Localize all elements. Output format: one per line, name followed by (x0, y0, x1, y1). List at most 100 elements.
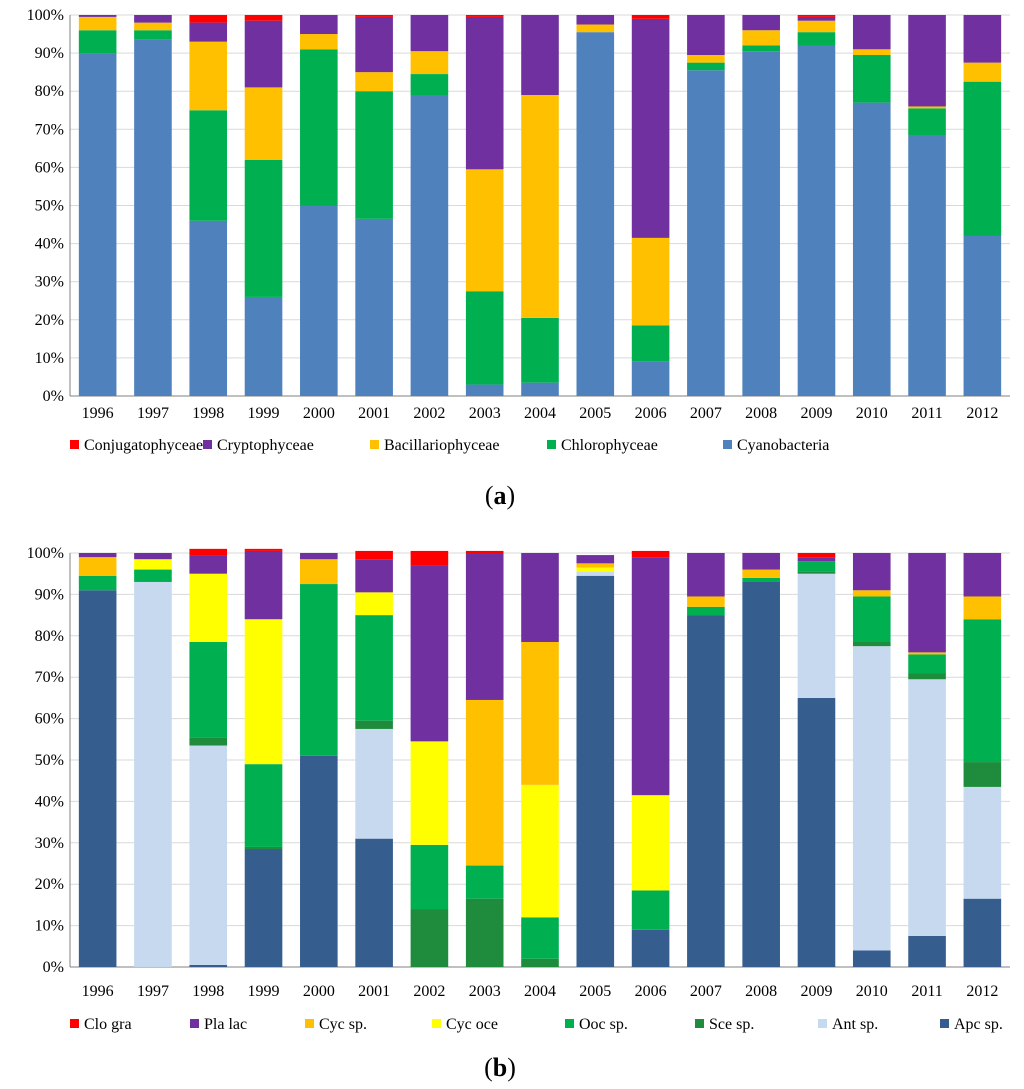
bar-segment: Cyanobacteria 2005: 95.5% (576, 32, 615, 397)
bar-segment: Chlorophyceae 2002: 5.5% (410, 74, 449, 96)
legend-swatch (547, 440, 556, 449)
x-tick-label: 2002 (413, 983, 445, 1000)
x-tick-label: 1999 (248, 405, 280, 422)
bar-segment: Cyanobacteria 2006: 9% (631, 361, 670, 396)
bar-segment: Cyc sp. 2004: 34.5% (521, 642, 559, 785)
x-tick-label: 1997 (137, 405, 169, 422)
bar-segment: Cyanobacteria 2012: 42% (963, 235, 1002, 396)
legend-label: Cyanobacteria (737, 437, 829, 454)
legend-swatch (432, 1019, 441, 1028)
y-tick-label: 40% (35, 793, 64, 810)
x-tick-label: 2011 (911, 983, 942, 1000)
bar-segment: Cryptophyceae 1999: 17.5% (244, 20, 283, 88)
bar-segment: Sce sp. 2009: 0.5% (797, 571, 836, 574)
bar-segment: Cyc sp. 2008: 2% (742, 569, 780, 578)
bar-segment: Chlorophyceae 2006: 9.5% (631, 325, 670, 362)
bar-segment: Apc sp. 2005: 94.5% (576, 575, 615, 967)
bar-segment: Chlorophyceae 1997: 2.5% (134, 30, 172, 40)
bar-segment: Apc sp. 1996: 91% (78, 590, 117, 967)
bar-segment: Ant sp. 2012: 27% (963, 786, 1002, 899)
bar-segment: Cryptophyceae 2000: 5% (300, 15, 338, 35)
y-tick-label: 40% (35, 236, 64, 253)
bar-segment: Bacillariophyceae 1996: 3.5% (78, 16, 117, 31)
bar-segment: Pla lac 2012: 10.5% (963, 553, 1002, 597)
bar-segment: Cryptophyceae 1998: 5% (189, 22, 228, 42)
bar-segment: Bacillariophyceae 2002: 6% (410, 51, 449, 75)
bar-segment: Bacillariophyceae 2007: 2% (687, 55, 725, 63)
bar-segment: Cyc oce 1997: 2.5% (134, 559, 172, 570)
bar-segment: Cyc sp. 2012: 5.5% (963, 596, 1002, 620)
bar-segment: Cyc oce 2005: 1% (576, 567, 615, 572)
x-tick-label: 2002 (413, 405, 445, 422)
bar-segment: Cyc oce 2006: 23% (631, 795, 670, 891)
bar-segment: Conjugatophyceae 1999: 1.5% (244, 15, 283, 21)
bar-segment: Clo gra 2003: 0.5% (465, 550, 504, 553)
legend-swatch (695, 1019, 704, 1028)
legend-label: Conjugatophyceae (84, 437, 203, 454)
bar-segment: Pla lac 1999: 16.5% (244, 550, 283, 620)
bar-segment: Cyanobacteria 2009: 92% (797, 45, 836, 396)
bar-segment: Chlorophyceae 1998: 29% (189, 110, 228, 221)
bar-segment: Cryptophyceae 2004: 21% (521, 15, 559, 96)
bar-segment: Bacillariophyceae 2001: 5% (355, 72, 393, 92)
x-tick-label: 2003 (469, 405, 501, 422)
bar-segment: Ant sp. 2005: 1% (576, 571, 615, 576)
bar-segment: Cryptophyceae 2009: 1% (797, 16, 836, 21)
bar-segment: Pla lac 2007: 10.5% (687, 553, 725, 597)
bar-segment: Cyanobacteria 2011: 68.5% (908, 135, 946, 396)
bar-segment: Cryptophyceae 2010: 9% (852, 15, 891, 50)
x-tick-label: 2006 (635, 983, 667, 1000)
y-tick-label: 70% (35, 669, 64, 686)
legend-label: Clo gra (84, 1016, 132, 1033)
bar-segment: Ooc sp. 2007: 2% (687, 606, 725, 616)
bar-segment: Ooc sp. 1998: 23% (189, 642, 228, 738)
bar-segment: Ooc sp. 2003: 8% (465, 865, 504, 899)
bar-segment: Apc sp. 2006: 9% (631, 929, 670, 967)
bar-segment: Ant sp. 2001: 26.5% (355, 728, 393, 839)
bar-segment: Sce sp. 1998: 2% (189, 737, 228, 746)
bar-segment: Cyanobacteria 2007: 85.5% (687, 70, 725, 397)
bar-segment: Pla lac 2006: 57.5% (631, 557, 670, 796)
x-tick-label: 2007 (690, 983, 722, 1000)
bar-segment: Cyc oce 2001: 5.5% (355, 592, 393, 616)
bar-segment: Sce sp. 2003: 16.5% (465, 898, 504, 967)
legend-label: Cyc sp. (319, 1016, 367, 1033)
bar-segment: Chlorophyceae 2000: 41% (300, 49, 338, 206)
legend-label: Ant sp. (832, 1016, 878, 1033)
x-tick-label: 2000 (303, 983, 335, 1000)
bar-segment: Bacillariophyceae 2005: 2% (576, 24, 615, 33)
bar-segment: Conjugatophyceae 2001: 0.5% (355, 15, 393, 17)
legend-label: Pla lac (204, 1016, 247, 1033)
x-tick-label: 2004 (524, 405, 556, 422)
bar-segment: Ooc sp. 2009: 2.5% (797, 561, 836, 572)
bar-segment: Cyanobacteria 1998: 46% (189, 220, 228, 396)
bar-segment: Cryptophyceae 1997: 2% (134, 15, 172, 23)
y-tick-label: 10% (35, 918, 64, 935)
bar-segment: Ant sp. 2010: 73.5% (852, 646, 891, 951)
bar-segment: Apc sp. 2011: 7.5% (908, 935, 946, 967)
bar-segment: Chlorophyceae 2012: 40.5% (963, 81, 1002, 236)
bar-segment: Ooc sp. 2011: 4.5% (908, 654, 946, 674)
bar-segment: Cyc sp. 2005: 1% (576, 563, 615, 568)
bar-segment: Chlorophyceae 2003: 24.5% (465, 291, 504, 385)
bar-segment: Cyc sp. 2011: 0.5% (908, 652, 946, 655)
x-tick-label: 2009 (800, 405, 832, 422)
bar-segment: Chlorophyceae 2004: 17% (521, 317, 559, 383)
bar-segment: Apc sp. 1999: 28.5% (244, 849, 283, 967)
bar-segment: Cryptophyceae 2001: 14.5% (355, 16, 393, 73)
bar-segment: Bacillariophyceae 2008: 4% (742, 30, 780, 46)
bar-segment: Bacillariophyceae 2003: 32% (465, 169, 504, 292)
bar-segment: Bacillariophyceae 2010: 1.5% (852, 49, 891, 56)
x-tick-label: 2000 (303, 405, 335, 422)
bar-segment: Apc sp. 2001: 31% (355, 838, 393, 967)
bar-segment: Cyc oce 1999: 35% (244, 619, 283, 765)
bar-segment: Pla lac 2001: 8% (355, 559, 393, 593)
bar-segment: Cyanobacteria 2003: 3% (465, 384, 504, 396)
bar-segment: Cryptophyceae 2002: 9.5% (410, 15, 449, 52)
bar-segment: Sce sp. 2001: 2% (355, 720, 393, 729)
legend-item: Clo gra (70, 1016, 132, 1033)
y-tick-label: 20% (35, 312, 64, 329)
x-tick-label: 2012 (966, 983, 998, 1000)
panel-label: (a) (485, 481, 515, 510)
